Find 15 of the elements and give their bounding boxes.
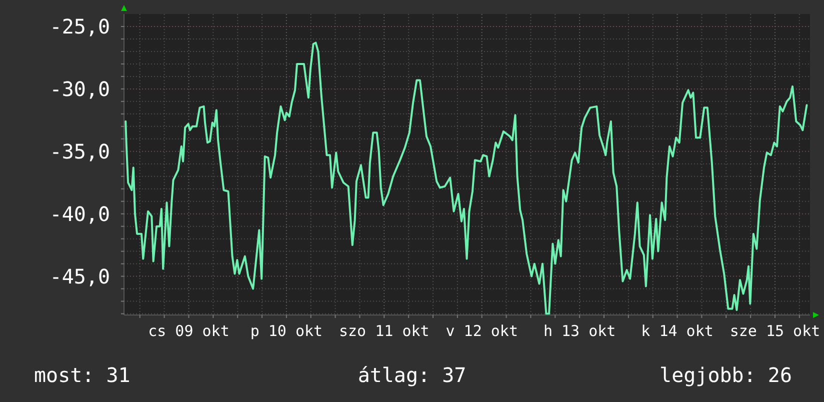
text: most: 31: [34, 363, 130, 387]
y-tick-label: -30,0: [50, 76, 110, 101]
text: átlag: 37: [358, 363, 466, 387]
x-tick-label: szo 11 okt: [338, 322, 430, 340]
x-tick-label: sze 15 okt: [730, 322, 820, 340]
x-tick-label: k 14 okt: [641, 322, 714, 340]
x-tick-label: v 12 okt: [446, 322, 518, 340]
y-tick-label: -25,0: [50, 14, 110, 38]
y-tick-label: -40,0: [50, 202, 110, 226]
x-tick-label: h 13 okt: [543, 322, 616, 340]
x-tick-label: cs 09 okt: [148, 322, 230, 340]
y-tick-label: -35,0: [50, 139, 110, 164]
x-tick-label: p 10 okt: [250, 322, 323, 340]
text: legjobb: 26: [660, 363, 792, 387]
y-tick-label: -45,0: [50, 264, 110, 288]
